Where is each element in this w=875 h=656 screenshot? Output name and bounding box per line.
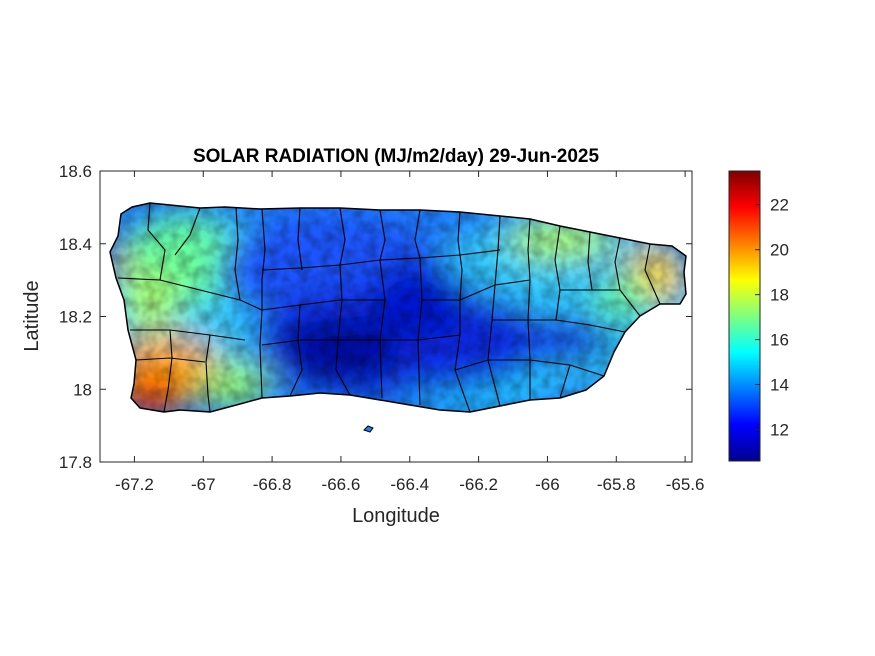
x-tick-label: -66.8 — [253, 475, 292, 494]
y-tick-label: 17.8 — [59, 453, 92, 472]
x-tick-label: -66.4 — [390, 475, 429, 494]
x-tick-label: -65.8 — [597, 475, 636, 494]
y-tick-label: 18.2 — [59, 308, 92, 327]
y-axis: 17.8 18 18.2 18.4 18.6 — [59, 162, 692, 472]
x-tick-label: -65.6 — [666, 475, 705, 494]
x-tick-label: -66.2 — [459, 475, 498, 494]
x-tick-label: -67 — [191, 475, 216, 494]
colorbar-tick-label: 16 — [770, 331, 789, 350]
x-tick-label: -66 — [535, 475, 560, 494]
colorbar-tick-label: 20 — [770, 241, 789, 260]
colorbar-tick-label: 14 — [770, 376, 789, 395]
y-tick-label: 18.4 — [59, 235, 92, 254]
colorbar-tick-label: 12 — [770, 421, 789, 440]
caja-de-muertos-island — [363, 425, 374, 433]
y-axis-label: Latitude — [21, 280, 43, 351]
colorbar-tick-label: 18 — [770, 286, 789, 305]
coastline — [109, 202, 687, 413]
colorbar-ticks: 12 14 16 18 20 22 — [755, 196, 789, 440]
y-tick-label: 18.6 — [59, 162, 92, 181]
y-tick-label: 18 — [73, 380, 92, 399]
x-axis: -67.2 -67 -66.8 -66.6 -66.4 -66.2 -66 -65.8 -65.… — [115, 171, 704, 494]
colorbar — [728, 170, 761, 462]
x-tick-label: -66.6 — [322, 475, 361, 494]
municipality-borders — [109, 202, 687, 413]
map-title: SOLAR RADIATION (MJ/m2/day) 29-Jun-2025 — [193, 146, 600, 167]
colorbar-tick-label: 22 — [770, 196, 789, 215]
x-axis-label: Longitude — [352, 505, 440, 527]
x-tick-label: -67.2 — [115, 475, 154, 494]
